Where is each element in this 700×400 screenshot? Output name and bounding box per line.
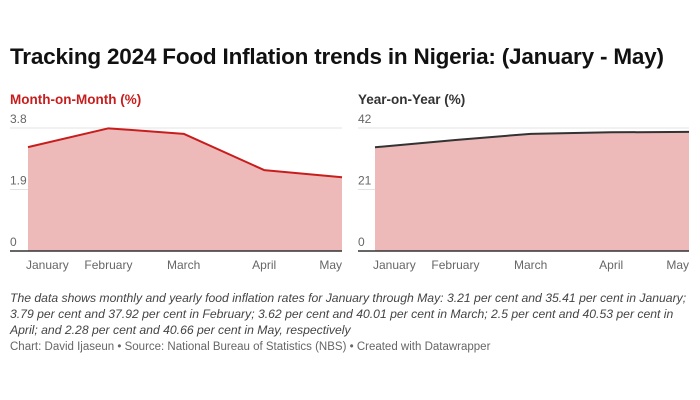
left-chart-title: Month-on-Month (%) xyxy=(10,92,142,107)
x-tick-label: April xyxy=(599,258,623,272)
area-fill xyxy=(375,131,689,251)
x-tick-label: May xyxy=(319,258,342,272)
y-tick-label: 42 xyxy=(358,112,372,126)
y-tick-label: 0 xyxy=(10,235,17,249)
chart-title: Tracking 2024 Food Inflation trends in N… xyxy=(10,44,664,69)
x-tick-label: May xyxy=(666,258,689,272)
x-tick-label: April xyxy=(252,258,276,272)
chart-footer: Chart: David Ijaseun • Source: National … xyxy=(10,341,491,353)
x-tick-label: March xyxy=(514,258,547,272)
y-tick-label: 21 xyxy=(358,174,372,188)
x-tick-label: March xyxy=(167,258,200,272)
right-chart-title: Year-on-Year (%) xyxy=(358,92,466,107)
y-tick-label: 3.8 xyxy=(10,112,27,126)
x-tick-label: January xyxy=(26,258,69,272)
x-tick-label: February xyxy=(84,258,132,272)
charts-svg: 0 1.9 3.8 January February March April May 0 21 42… xyxy=(10,112,690,272)
area-fill xyxy=(28,128,342,251)
x-tick-label: February xyxy=(431,258,479,272)
x-tick-label: January xyxy=(373,258,416,272)
y-tick-label: 1.9 xyxy=(10,174,27,188)
y-tick-label: 0 xyxy=(358,235,365,249)
chart-description: The data shows monthly and yearly food i… xyxy=(10,291,687,337)
